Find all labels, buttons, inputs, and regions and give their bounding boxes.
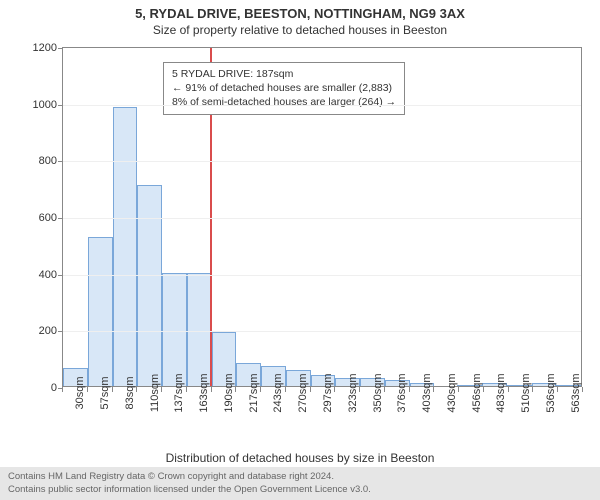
page-subtitle: Size of property relative to detached ho… (0, 21, 600, 37)
histogram-bar (162, 273, 187, 386)
x-tick-label: 110sqm (149, 374, 161, 412)
x-tick-mark (359, 387, 360, 392)
x-tick-mark (334, 387, 335, 392)
x-tick-label: 536sqm (545, 373, 557, 412)
x-tick-mark (409, 387, 410, 392)
y-tick-label: 1200 (33, 42, 63, 54)
x-tick-label: 456sqm (471, 373, 483, 412)
x-tick-mark (285, 387, 286, 392)
footer-line-2: Contains public sector information licen… (8, 484, 592, 496)
info-line-smaller: ← 91% of detached houses are smaller (2,… (172, 81, 396, 95)
histogram-bar (187, 273, 212, 386)
gridline (63, 105, 581, 106)
x-tick-mark (161, 387, 162, 392)
x-tick-label: 376sqm (396, 373, 408, 412)
x-tick-mark (557, 387, 558, 392)
info-box: 5 RYDAL DRIVE: 187sqm ← 91% of detached … (163, 62, 405, 115)
x-tick-mark (384, 387, 385, 392)
x-tick-mark (310, 387, 311, 392)
footer: Contains HM Land Registry data © Crown c… (0, 467, 600, 500)
gridline (63, 161, 581, 162)
x-tick-label: 190sqm (223, 373, 235, 412)
x-tick-label: 243sqm (272, 373, 284, 412)
x-tick-label: 83sqm (124, 376, 136, 409)
x-tick-label: 30sqm (74, 376, 86, 409)
y-tick-label: 1000 (33, 99, 63, 111)
x-tick-area: 30sqm57sqm83sqm110sqm137sqm163sqm190sqm2… (62, 387, 582, 442)
x-tick-mark (186, 387, 187, 392)
gridline (63, 218, 581, 219)
x-tick-label: 57sqm (99, 376, 111, 409)
x-tick-label: 483sqm (495, 373, 507, 412)
x-tick-mark (87, 387, 88, 392)
x-tick-mark (582, 387, 583, 392)
x-tick-label: 163sqm (198, 373, 210, 412)
histogram-bar (88, 237, 113, 386)
footer-line-1: Contains HM Land Registry data © Crown c… (8, 471, 592, 483)
x-axis-label: Distribution of detached houses by size … (0, 451, 600, 465)
x-tick-mark (508, 387, 509, 392)
x-tick-mark (433, 387, 434, 392)
info-line-larger: 8% of semi-detached houses are larger (2… (172, 95, 396, 109)
gridline (63, 275, 581, 276)
y-tick-label: 600 (39, 212, 63, 224)
chart-container: Number of detached properties 5 RYDAL DR… (0, 37, 600, 467)
x-tick-label: 430sqm (446, 373, 458, 412)
x-tick-label: 510sqm (520, 373, 532, 412)
x-tick-mark (458, 387, 459, 392)
x-tick-label: 563sqm (570, 373, 582, 412)
y-tick-label: 200 (39, 325, 63, 337)
plot-area: 5 RYDAL DRIVE: 187sqm ← 91% of detached … (62, 47, 582, 387)
x-tick-label: 323sqm (347, 373, 359, 412)
x-tick-label: 403sqm (421, 373, 433, 412)
x-tick-label: 297sqm (322, 373, 334, 412)
x-tick-mark (260, 387, 261, 392)
x-tick-mark (112, 387, 113, 392)
x-tick-mark (532, 387, 533, 392)
x-tick-mark (235, 387, 236, 392)
histogram-bar (137, 185, 162, 386)
page-title: 5, RYDAL DRIVE, BEESTON, NOTTINGHAM, NG9… (0, 0, 600, 21)
x-tick-label: 350sqm (372, 373, 384, 412)
histogram-bar (113, 107, 138, 386)
x-tick-label: 270sqm (297, 373, 309, 412)
x-tick-label: 137sqm (173, 373, 185, 412)
x-tick-mark (483, 387, 484, 392)
x-tick-mark (136, 387, 137, 392)
x-tick-mark (62, 387, 63, 392)
y-tick-label: 800 (39, 155, 63, 167)
x-tick-label: 217sqm (248, 373, 260, 412)
x-tick-mark (211, 387, 212, 392)
gridline (63, 331, 581, 332)
info-line-property: 5 RYDAL DRIVE: 187sqm (172, 67, 396, 81)
y-tick-label: 400 (39, 269, 63, 281)
